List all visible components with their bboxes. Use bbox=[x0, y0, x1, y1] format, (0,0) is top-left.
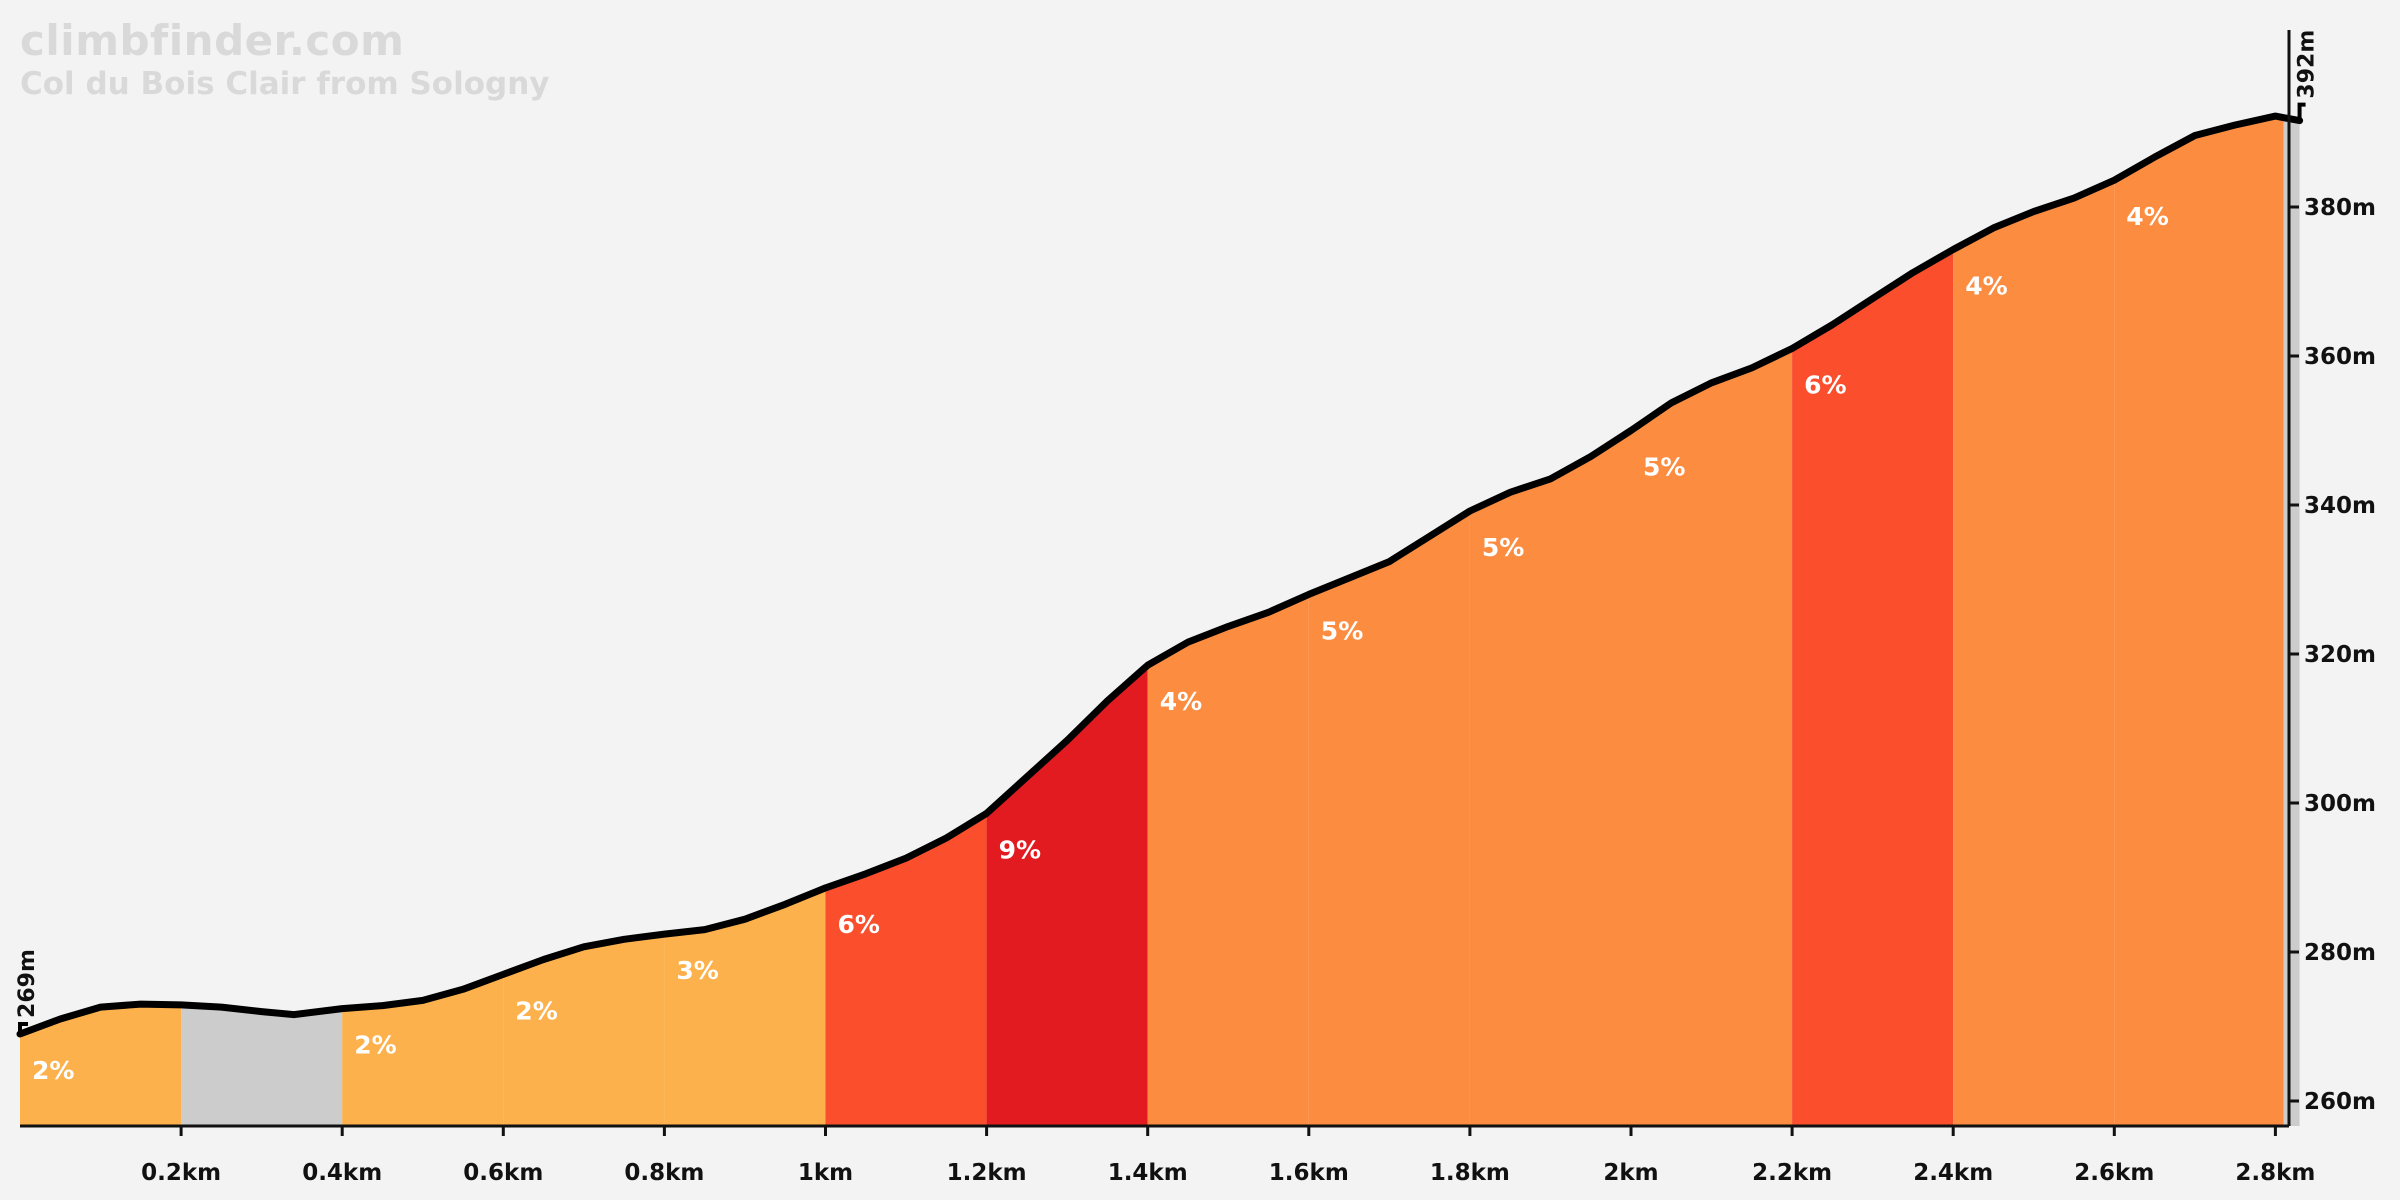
grade-label-2: 2% bbox=[354, 1031, 396, 1060]
y-tick-label-6: 380m bbox=[2304, 195, 2376, 221]
grade-segment-6 bbox=[986, 665, 1148, 1126]
grade-segment-2 bbox=[342, 974, 504, 1126]
y-tick-label-3: 320m bbox=[2304, 642, 2376, 668]
x-tick-label-7: 1.6km bbox=[1269, 1160, 1349, 1186]
grade-label-3: 2% bbox=[515, 996, 557, 1025]
start-marker bbox=[18, 1021, 28, 1034]
grade-segment-8 bbox=[1308, 511, 1470, 1126]
grade-segment-10 bbox=[1631, 348, 1793, 1126]
grade-label-13: 4% bbox=[2126, 202, 2168, 231]
grade-segments bbox=[20, 116, 2300, 1127]
y-tick-label-0: 260m bbox=[2304, 1089, 2376, 1115]
grade-label-0: 2% bbox=[32, 1056, 74, 1085]
start-altitude-label: 269m bbox=[15, 949, 40, 1018]
grade-label-11: 6% bbox=[1804, 371, 1846, 400]
grade-label-5: 6% bbox=[838, 910, 880, 939]
site-brand: climbfinder.com bbox=[20, 16, 405, 65]
x-tick-label-5: 1.2km bbox=[947, 1160, 1027, 1186]
y-tick-label-1: 280m bbox=[2304, 940, 2376, 966]
grade-label-9: 5% bbox=[1482, 533, 1524, 562]
y-tick-label-5: 360m bbox=[2304, 344, 2376, 370]
grade-segment-4 bbox=[664, 887, 826, 1126]
x-tick-label-10: 2.2km bbox=[1752, 1160, 1832, 1186]
x-tick-label-11: 2.4km bbox=[1913, 1160, 1993, 1186]
grade-label-12: 4% bbox=[1965, 272, 2007, 301]
y-tick-label-2: 300m bbox=[2304, 791, 2376, 817]
grade-segment-5 bbox=[825, 813, 987, 1126]
x-tick-label-4: 1km bbox=[798, 1160, 853, 1186]
grade-label-4: 3% bbox=[676, 956, 718, 985]
grade-label-7: 4% bbox=[1160, 687, 1202, 716]
x-tick-label-9: 2km bbox=[1603, 1160, 1658, 1186]
profile-line-group bbox=[16, 112, 2304, 1038]
grade-label-6: 9% bbox=[999, 835, 1041, 864]
x-tick-label-1: 0.4km bbox=[302, 1160, 382, 1186]
grade-labels: 2% 2% 2% 3% 6% 9% 4% 5% 5% 5% 6% 4% 4% bbox=[32, 202, 2169, 1085]
grade-segment-1 bbox=[181, 1004, 343, 1126]
x-tick-label-2: 0.6km bbox=[463, 1160, 543, 1186]
x-tick-label-0: 0.2km bbox=[141, 1160, 221, 1186]
x-tick-label-13: 2.8km bbox=[2235, 1160, 2315, 1186]
grade-label-8: 5% bbox=[1321, 616, 1363, 645]
x-tick-label-12: 2.6km bbox=[2074, 1160, 2154, 1186]
grade-segment-7 bbox=[1147, 594, 1309, 1126]
x-tick-label-3: 0.8km bbox=[624, 1160, 704, 1186]
x-tick-label-6: 1.4km bbox=[1108, 1160, 1188, 1186]
grade-segment-14 bbox=[2283, 117, 2300, 1127]
end-altitude-label: 392m bbox=[2295, 30, 2320, 99]
grade-segment-12 bbox=[1953, 180, 2115, 1126]
grade-segment-13 bbox=[2114, 116, 2284, 1127]
profile-line bbox=[16, 112, 2304, 1038]
grade-label-10: 5% bbox=[1643, 453, 1685, 482]
altitude-markers: 269m 392m bbox=[15, 30, 2320, 1034]
grade-segment-11 bbox=[1792, 249, 1954, 1126]
grade-segment-9 bbox=[1469, 430, 1631, 1126]
end-marker bbox=[2297, 102, 2306, 121]
grade-segment-3 bbox=[503, 934, 665, 1126]
grade-segment-0 bbox=[20, 1004, 182, 1126]
axes: 0.2km 0.4km 0.6km 0.8km 1km 1.2km 1.4km 1.6km 1.… bbox=[20, 30, 2376, 1186]
climb-title: Col du Bois Clair from Sologny bbox=[20, 66, 550, 102]
x-tick-label-8: 1.8km bbox=[1430, 1160, 1510, 1186]
y-tick-label-4: 340m bbox=[2304, 493, 2376, 519]
